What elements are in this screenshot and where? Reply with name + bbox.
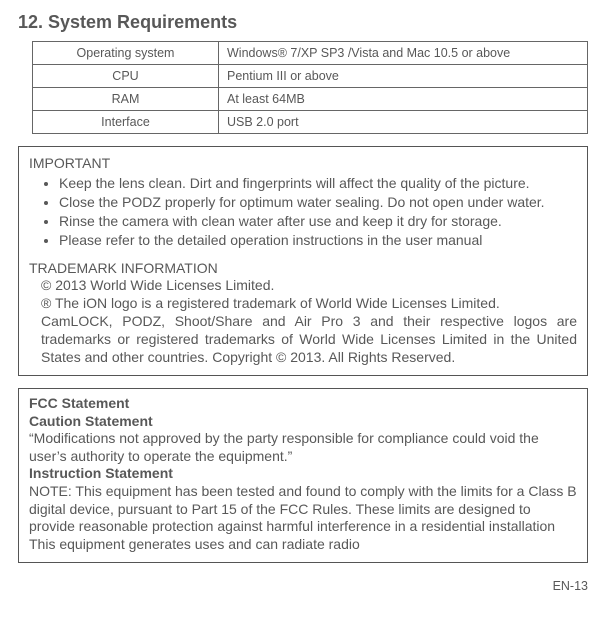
list-item: Rinse the camera with clean water after … [59, 213, 577, 231]
list-item: Please refer to the detailed operation i… [59, 232, 577, 250]
fcc-caution-heading: Caution Statement [29, 413, 577, 431]
req-value: Pentium III or above [219, 65, 588, 88]
table-row: CPU Pentium III or above [33, 65, 588, 88]
fcc-heading: FCC Statement [29, 395, 577, 413]
table-row: RAM At least 64MB [33, 88, 588, 111]
table-row: Interface USB 2.0 port [33, 111, 588, 134]
trademark-line: CamLOCK, PODZ, Shoot/Share and Air Pro 3… [29, 313, 577, 367]
req-value: USB 2.0 port [219, 111, 588, 134]
trademark-block: TRADEMARK INFORMATION © 2013 World Wide … [29, 260, 577, 367]
trademark-line: © 2013 World Wide Licenses Limited. [29, 277, 577, 295]
section-title: 12. System Requirements [18, 12, 590, 33]
page-number: EN-13 [18, 579, 588, 593]
fcc-caution-text: “Modifications not approved by the party… [29, 430, 577, 465]
req-label: Interface [33, 111, 219, 134]
req-label: Operating system [33, 42, 219, 65]
important-bullets: Keep the lens clean. Dirt and fingerprin… [29, 175, 577, 250]
fcc-instruction-heading: Instruction Statement [29, 465, 577, 483]
trademark-title: TRADEMARK INFORMATION [29, 260, 577, 278]
req-value: At least 64MB [219, 88, 588, 111]
list-item: Keep the lens clean. Dirt and fingerprin… [59, 175, 577, 193]
table-row: Operating system Windows® 7/XP SP3 /Vist… [33, 42, 588, 65]
list-item: Close the PODZ properly for optimum wate… [59, 194, 577, 212]
req-label: RAM [33, 88, 219, 111]
fcc-instruction-text: NOTE: This equipment has been tested and… [29, 483, 577, 554]
req-label: CPU [33, 65, 219, 88]
fcc-box: FCC Statement Caution Statement “Modific… [18, 388, 588, 563]
req-value: Windows® 7/XP SP3 /Vista and Mac 10.5 or… [219, 42, 588, 65]
important-title: IMPORTANT [29, 155, 577, 173]
trademark-line: ® The iON logo is a registered trademark… [29, 295, 577, 313]
requirements-table: Operating system Windows® 7/XP SP3 /Vist… [32, 41, 588, 134]
important-box: IMPORTANT Keep the lens clean. Dirt and … [18, 146, 588, 376]
